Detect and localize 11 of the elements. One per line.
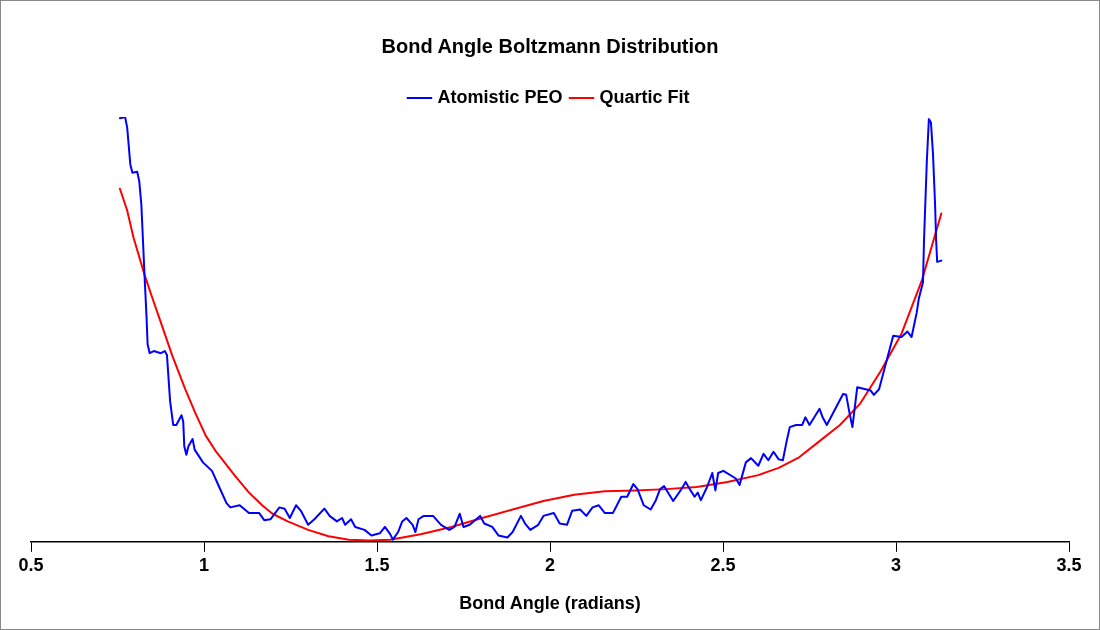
- x-tick-label: 0.5: [18, 554, 44, 575]
- chart-title: Bond Angle Boltzmann Distribution: [381, 34, 719, 57]
- legend-label: Quartic Fit: [599, 86, 690, 107]
- legend-label: Atomistic PEO: [437, 86, 563, 107]
- x-tick-label: 3: [890, 554, 902, 575]
- x-tick-label: 2.5: [710, 554, 736, 575]
- x-tick-label: 2: [544, 554, 556, 575]
- x-tick-label: 3.5: [1056, 554, 1082, 575]
- x-tick-label: 1: [198, 554, 210, 575]
- x-axis-title: Bond Angle (radians): [459, 593, 641, 614]
- x-tick-label: 1.5: [364, 554, 390, 575]
